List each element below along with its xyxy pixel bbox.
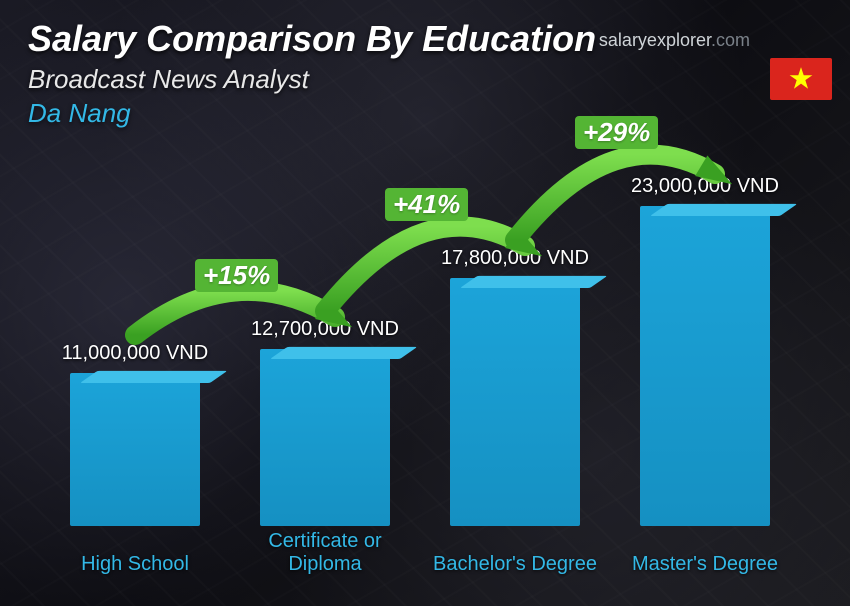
bar-front-face <box>640 206 770 526</box>
bar-group: 12,700,000 VND <box>246 318 404 526</box>
brand-domain: .com <box>711 30 750 50</box>
bar-value: 23,000,000 VND <box>626 175 784 198</box>
bar <box>450 278 580 526</box>
bar <box>640 206 770 526</box>
page-title: Salary Comparison By Education <box>28 18 596 60</box>
pct-increase-badge: +29% <box>575 116 658 149</box>
bar-top-face <box>80 371 227 383</box>
bar-group: 17,800,000 VND <box>436 247 594 526</box>
infographic-container: Salary Comparison By Education Broadcast… <box>0 0 850 606</box>
brand-watermark: salaryexplorer.com <box>599 30 750 51</box>
pct-increase-badge: +15% <box>195 259 278 292</box>
bar-top-face <box>460 276 607 288</box>
job-title: Broadcast News Analyst <box>28 64 309 95</box>
country-flag-icon <box>770 58 832 100</box>
brand-name: salaryexplorer <box>599 30 711 50</box>
bar-front-face <box>450 278 580 526</box>
bar-top-face <box>650 204 797 216</box>
bar-front-face <box>70 373 200 526</box>
bar-group: 11,000,000 VND <box>56 342 214 526</box>
bar-top-face <box>270 347 417 359</box>
bar-group: 23,000,000 VND <box>626 175 784 526</box>
pct-increase-badge: +41% <box>385 188 468 221</box>
bar-chart: 11,000,000 VND 12,700,000 VND 17,800,000 V… <box>40 130 800 576</box>
bar-value: 17,800,000 VND <box>436 247 594 270</box>
bar <box>260 349 390 526</box>
bar-category-label: Master's Degree <box>610 553 800 576</box>
bar-value: 11,000,000 VND <box>56 342 214 365</box>
bar-category-label: Certificate or Diploma <box>230 530 420 576</box>
bar-value: 12,700,000 VND <box>246 318 404 341</box>
bar-category-label: Bachelor's Degree <box>420 553 610 576</box>
bar-front-face <box>260 349 390 526</box>
location-label: Da Nang <box>28 98 131 129</box>
bar <box>70 373 200 526</box>
bar-category-label: High School <box>40 553 230 576</box>
